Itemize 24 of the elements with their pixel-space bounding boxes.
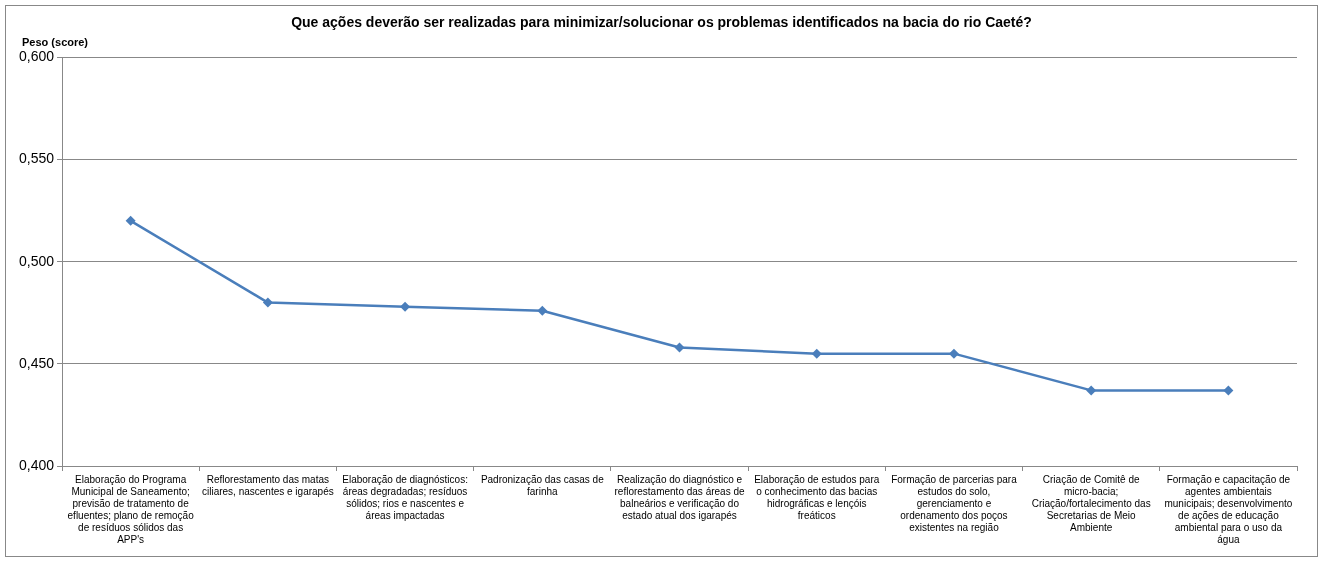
point [125,215,136,226]
point [1086,385,1097,396]
x-tick-label: Criação de Comitê de micro-bacia; Criação/fortalecimento das Secretarias de Meio Ambiente [1031,473,1151,533]
point [811,348,822,359]
y-tick-label: 0,500 [18,252,55,269]
x-tick-label: Elaboração de diagnósticos: áreas degradadas; resíduos sólidos; rios e nascentes e áreas impactadas [342,473,468,521]
x-tick-label: Realização do diagnóstico e reflorestamento das áreas de balneários e verificação do estado atual dos igarapés [614,473,745,521]
point [674,342,685,353]
x-tick-label: Elaboração do Programa Municipal de Saneamento; previsão de tratamento de efluentes; plano de remoção de resíduos sólidos das APP's [67,473,195,545]
y-tick-label: 0,600 [18,48,55,65]
y-tick-label: 0,450 [18,354,55,371]
point [537,305,548,316]
x-tick-label: Padronização das casas de farinha [480,473,605,497]
y-tick-label: 0,400 [18,456,55,473]
point [1223,385,1234,396]
y-axis-title: Peso (score) [22,36,89,48]
point [262,297,273,308]
x-tick-label: Reflorestamento das matas ciliares, nascentes e igarapés [201,473,334,497]
y-tick-label: 0,550 [18,150,55,167]
point [400,301,411,312]
x-tick-label: Formação e capacitação de agentes ambientais municipais; desenvolvimento de ações de educação ambiental para o uso da água [1164,473,1293,545]
x-tick-label: Elaboração de estudos para o conhecimento das bacias hidrográficas e lençóis freáticos [754,473,880,521]
x-tick-label: Formação de parcerias para estudos do solo, gerenciamento e ordenamento dos poços existentes na região [891,473,1018,533]
chart-title: Que ações deverão ser realizadas para minimizar/solucionar os problemas identificados na bacia do rio Caeté? [290,14,1033,30]
